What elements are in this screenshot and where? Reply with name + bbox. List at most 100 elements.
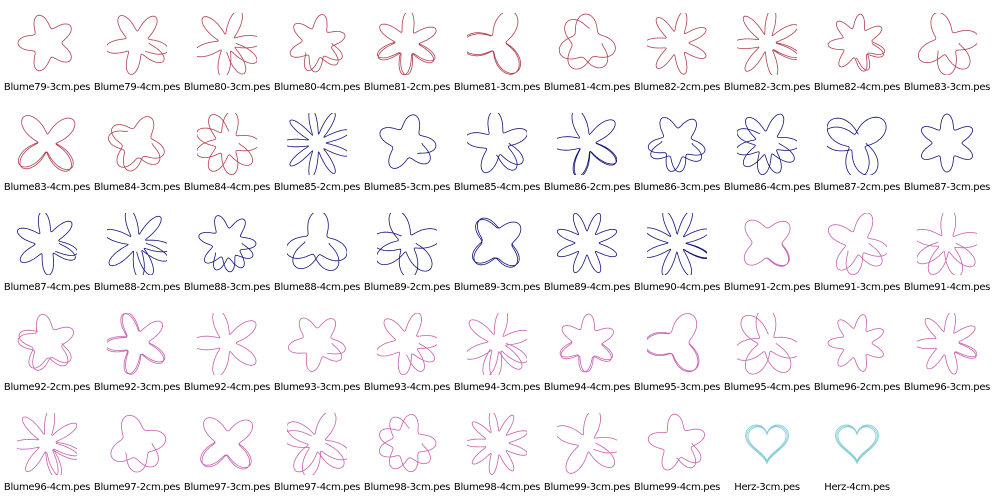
embroidery-preview [558,13,616,70]
thumbnail [287,213,347,271]
file-item[interactable]: Blume97-3cm.pes [182,400,272,498]
file-item[interactable]: Blume95-4cm.pes [722,300,812,400]
file-item[interactable]: Blume80-4cm.pes [272,0,362,100]
file-item[interactable]: Blume89-4cm.pes [542,200,632,300]
embroidery-preview [200,417,254,470]
file-item[interactable]: Blume96-2cm.pes [812,300,902,400]
file-item[interactable]: Blume86-4cm.pes [722,100,812,200]
file-item[interactable]: Blume87-2cm.pes [812,100,902,200]
thumbnail [17,14,72,72]
file-item[interactable]: Blume80-3cm.pes [182,0,272,100]
file-item[interactable]: Blume82-4cm.pes [812,0,902,100]
file-item[interactable]: Blume93-4cm.pes [362,300,452,400]
thumbnail [834,424,880,464]
file-name: Blume80-4cm.pes [273,82,361,93]
file-item[interactable]: Blume97-2cm.pes [92,400,182,498]
file-name: Blume84-4cm.pes [183,182,271,193]
file-item[interactable]: Herz-3cm.pes [722,400,812,498]
thumbnail [110,414,167,473]
file-item[interactable]: Blume84-3cm.pes [92,100,182,200]
embroidery-preview [379,414,437,473]
file-item[interactable]: Blume88-2cm.pes [92,200,182,300]
thumbnail [647,13,707,75]
thumbnail [827,213,887,275]
file-item[interactable]: Blume83-4cm.pes [2,100,92,200]
file-item[interactable]: Blume94-4cm.pes [542,300,632,400]
embroidery-preview [467,313,527,375]
file-item[interactable]: Blume87-3cm.pes [902,100,992,200]
file-item[interactable]: Blume96-4cm.pes [2,400,92,498]
file-name: Blume92-4cm.pes [183,382,271,393]
file-item[interactable]: Blume79-4cm.pes [92,0,182,100]
file-item[interactable]: Blume98-4cm.pes [452,400,542,498]
file-name: Blume84-3cm.pes [93,182,181,193]
file-item[interactable]: Blume79-3cm.pes [2,0,92,100]
file-item[interactable]: Blume81-2cm.pes [362,0,452,100]
file-name: Blume85-4cm.pes [453,182,541,193]
file-name: Blume92-3cm.pes [93,382,181,393]
embroidery-preview [197,113,257,175]
embroidery-preview [377,313,437,375]
file-item[interactable]: Blume91-2cm.pes [722,200,812,300]
file-item[interactable]: Blume88-4cm.pes [272,200,362,300]
embroidery-preview [287,213,347,271]
file-item[interactable]: Blume83-3cm.pes [902,0,992,100]
thumbnail [379,414,437,473]
file-name: Blume90-4cm.pes [633,282,721,293]
file-item[interactable]: Blume87-4cm.pes [2,200,92,300]
file-name: Blume80-3cm.pes [183,82,271,93]
embroidery-preview [377,213,437,275]
file-item[interactable]: Blume90-4cm.pes [632,200,722,300]
embroidery-preview [647,117,706,173]
file-item[interactable]: Blume97-4cm.pes [272,400,362,498]
embroidery-preview [827,13,886,72]
embroidery-preview [197,13,257,75]
file-item[interactable]: Blume81-3cm.pes [452,0,542,100]
file-name: Blume89-4cm.pes [543,282,631,293]
file-item[interactable]: Blume92-2cm.pes [2,300,92,400]
embroidery-preview [110,414,167,473]
file-item[interactable]: Blume99-4cm.pes [632,400,722,498]
file-item[interactable]: Blume88-3cm.pes [182,200,272,300]
embroidery-preview [737,313,797,375]
file-item[interactable]: Blume86-2cm.pes [542,100,632,200]
thumbnail [467,413,527,475]
file-item[interactable]: Blume92-4cm.pes [182,300,272,400]
thumbnail [827,13,886,72]
thumbnail [557,413,617,474]
file-item[interactable]: Blume91-3cm.pes [812,200,902,300]
file-item[interactable]: Blume94-3cm.pes [452,300,542,400]
file-item[interactable]: Blume85-4cm.pes [452,100,542,200]
file-item[interactable]: Blume86-3cm.pes [632,100,722,200]
file-item[interactable]: Blume99-3cm.pes [542,400,632,498]
file-item[interactable]: Blume89-2cm.pes [362,200,452,300]
file-item[interactable]: Blume82-3cm.pes [722,0,812,100]
file-item[interactable]: Blume84-4cm.pes [182,100,272,200]
file-item[interactable]: Blume82-2cm.pes [632,0,722,100]
file-name: Blume81-3cm.pes [453,82,541,93]
file-item[interactable]: Blume91-4cm.pes [902,200,992,300]
file-item[interactable]: Blume98-3cm.pes [362,400,452,498]
file-name: Blume89-3cm.pes [453,282,541,293]
file-item[interactable]: Blume81-4cm.pes [542,0,632,100]
file-name: Blume79-4cm.pes [93,82,181,93]
file-item[interactable]: Blume89-3cm.pes [452,200,542,300]
file-item[interactable]: Blume85-3cm.pes [362,100,452,200]
file-name: Blume98-4cm.pes [453,482,541,493]
thumbnail [917,213,977,275]
thumbnail [559,313,614,373]
thumbnail [917,313,977,375]
file-name: Blume95-4cm.pes [723,382,811,393]
file-item[interactable]: Blume96-3cm.pes [902,300,992,400]
file-item[interactable]: Blume95-3cm.pes [632,300,722,400]
embroidery-preview [17,413,77,475]
file-name: Blume92-2cm.pes [3,382,91,393]
thumbnail [467,113,527,174]
file-item[interactable]: Herz-4cm.pes [812,400,902,498]
file-name: Blume82-2cm.pes [633,82,721,93]
file-item[interactable]: Blume93-3cm.pes [272,300,362,400]
thumbnail [737,13,797,75]
file-item[interactable]: Blume92-3cm.pes [92,300,182,400]
embroidery-preview [287,413,347,475]
file-item[interactable]: Blume85-2cm.pes [272,100,362,200]
